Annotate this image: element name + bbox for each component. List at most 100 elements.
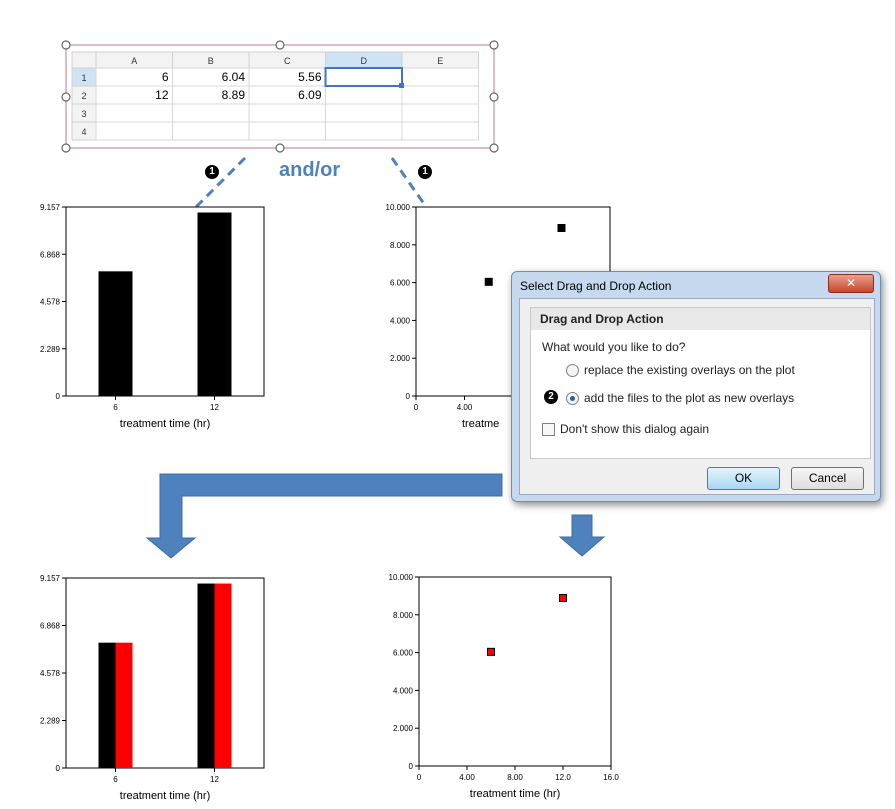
data-point — [484, 277, 493, 286]
y-tick-label: 10.000 — [386, 203, 411, 212]
ok-button[interactable]: OK — [707, 467, 780, 490]
resize-handle — [61, 40, 71, 50]
resize-handle — [275, 40, 285, 50]
add-radio[interactable] — [566, 391, 579, 405]
cell — [401, 85, 479, 105]
cell-value: 6.09 — [298, 88, 322, 102]
step-1-badge-right: 1 — [418, 165, 432, 179]
column-header-label: B — [208, 56, 214, 66]
bar — [98, 271, 133, 396]
y-tick-label: 2.000 — [390, 354, 411, 363]
y-tick-label: 0 — [406, 392, 411, 401]
y-tick-label: 2.000 — [393, 724, 414, 733]
row-header-label: 3 — [81, 109, 86, 119]
y-tick-label: 0 — [56, 764, 61, 773]
data-point — [487, 647, 495, 656]
x-tick-label: 16.0 — [603, 773, 619, 782]
action-group: Drag and Drop Action What would you like… — [530, 307, 871, 459]
y-tick-label: 4.578 — [40, 298, 61, 307]
bar — [197, 212, 232, 396]
cell — [401, 121, 479, 141]
cell — [248, 103, 326, 123]
resize-handle — [489, 40, 499, 50]
x-tick-label: 6 — [113, 775, 118, 784]
cell — [325, 103, 403, 123]
data-point — [559, 593, 567, 602]
x-tick-label: 6 — [113, 403, 118, 412]
cell — [401, 67, 479, 87]
dont-show-label: Don't show this dialog again — [560, 422, 710, 436]
x-tick-label: 0 — [414, 403, 419, 412]
y-tick-label: 2.289 — [40, 345, 61, 354]
block-arrow-left — [145, 473, 503, 559]
resize-handle — [275, 143, 285, 153]
x-tick-label: 12.0 — [555, 773, 571, 782]
y-tick-label: 6.000 — [390, 279, 411, 288]
cell — [325, 121, 403, 141]
bar — [115, 642, 133, 768]
y-tick-label: 9.157 — [40, 574, 61, 583]
x-tick-label: 12 — [210, 775, 219, 784]
y-tick-label: 8.000 — [393, 611, 414, 620]
replace-radio[interactable] — [566, 363, 579, 377]
step-1-badge-left: 1 — [205, 165, 219, 179]
y-tick-label: 6.868 — [40, 622, 61, 631]
cell — [248, 121, 326, 141]
y-tick-label: 9.157 — [40, 203, 61, 212]
x-tick-label: 4.00 — [457, 403, 473, 412]
data-point — [557, 223, 566, 232]
row-header-label: 4 — [81, 127, 86, 137]
dont-show-checkbox[interactable] — [542, 422, 555, 436]
option-add-label: add the files to the plot as new overlay… — [584, 391, 795, 405]
cell — [325, 85, 403, 105]
step-2-badge: 2 — [544, 390, 558, 404]
x-tick-label: 8.00 — [507, 773, 523, 782]
x-axis-label: treatment time (hr) — [120, 418, 210, 430]
y-tick-label: 4.578 — [40, 669, 61, 678]
y-tick-label: 2.289 — [40, 717, 61, 726]
cell — [172, 103, 250, 123]
resize-handle — [489, 92, 499, 102]
y-tick-label: 6.868 — [40, 250, 61, 259]
y-tick-label: 4.000 — [390, 316, 411, 325]
column-header-label: E — [437, 56, 443, 66]
x-axis-label: treatment time (hr) — [470, 788, 560, 800]
dialog-title: Select Drag and Drop Action — [520, 279, 672, 293]
column-header-label: D — [361, 56, 368, 66]
cell — [325, 67, 403, 87]
option-replace[interactable]: replace the existing overlays on the plo… — [566, 363, 795, 377]
cell — [172, 121, 250, 141]
column-header-label: A — [131, 56, 137, 66]
x-tick-label: 12 — [210, 403, 219, 412]
cell — [401, 103, 479, 123]
block-arrow-right — [558, 514, 606, 557]
row-header-label: 2 — [81, 91, 86, 101]
y-tick-label: 0 — [56, 392, 61, 401]
cell-value: 6 — [162, 70, 169, 84]
bar — [197, 583, 215, 768]
option-add[interactable]: 2 add the files to the plot as new overl… — [544, 390, 795, 405]
group-title: Drag and Drop Action — [540, 312, 664, 326]
y-tick-label: 0 — [409, 762, 414, 771]
close-icon: ✕ — [845, 276, 857, 290]
x-tick-label: 0 — [417, 773, 422, 782]
cancel-button[interactable]: Cancel — [791, 467, 864, 490]
close-button[interactable]: ✕ — [828, 274, 874, 293]
plot-frame — [65, 577, 265, 769]
resize-handle — [61, 92, 71, 102]
selected-cell — [324, 67, 403, 87]
cell-value: 5.56 — [298, 70, 322, 84]
resize-handle — [61, 143, 71, 153]
cell-value: 12 — [155, 88, 169, 102]
y-tick-label: 6.000 — [393, 649, 414, 658]
plot-frame — [418, 576, 612, 767]
dont-show-option[interactable]: Don't show this dialog again — [542, 422, 709, 436]
question-text: What would you like to do? — [542, 340, 686, 354]
drag-drop-dialog: Select Drag and Drop Action ✕ Drag and D… — [511, 271, 881, 502]
y-tick-label: 4.000 — [393, 686, 414, 695]
corner-cell — [71, 51, 97, 69]
column-header-label: C — [284, 56, 291, 66]
bar — [214, 583, 232, 768]
